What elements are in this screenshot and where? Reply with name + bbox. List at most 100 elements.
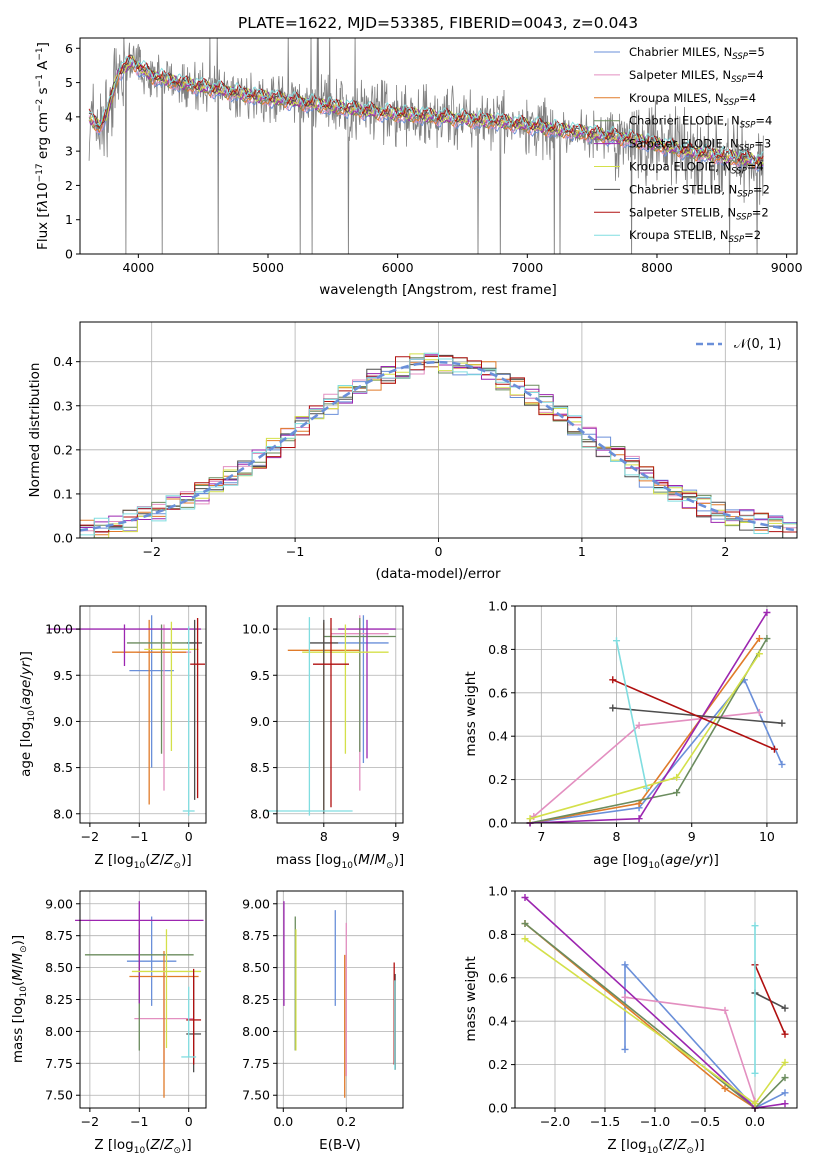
- wAge-series-kroupa-stelib-marker: [613, 637, 621, 645]
- wZ-series-salpeter-stelib-marker: [781, 1030, 789, 1038]
- ageM-xlabel: mass [log10(M/M⊙)]: [276, 852, 404, 871]
- wAge-series-salpeter-stelib: [609, 676, 778, 753]
- wAge-series-chabrier-elodie-marker: [763, 635, 771, 643]
- ageM-errorbar-kroupa-stelib: [266, 617, 353, 816]
- wZ-ytick-label: 0.0: [488, 1101, 508, 1116]
- wAge-series-chabrier-elodie-marker: [673, 789, 681, 797]
- ageM-errorbar-kroupa-elodie: [302, 624, 389, 754]
- mZ-ytick-label: 7.50: [45, 1088, 73, 1103]
- wZ-series-chabrier-miles-line: [624, 962, 786, 1109]
- ageZ-errorbar-chabrier-elodie: [126, 624, 197, 754]
- wAge-series-salpeter-miles-marker: [755, 708, 763, 716]
- ageM-errorbar-salpeter-elodie: [338, 619, 396, 759]
- normal-density-curve: [80, 360, 797, 532]
- spectrum-ylabel: Flux [fλ10−17 erg cm−2 s−1 A−1]: [35, 42, 51, 250]
- histogram-ytick-label: 0.1: [53, 486, 73, 501]
- wAge-series-chabrier-elodie: [526, 635, 771, 827]
- wZ-xtick-label: −1.0: [640, 1114, 670, 1129]
- legend-label-chabrier-stelib: Chabrier STELIB, NSSP=2: [629, 182, 770, 199]
- mE-ytick-label: 9.00: [242, 896, 270, 911]
- legend-label-salpeter-stelib: Salpeter STELIB, NSSP=2: [629, 205, 769, 222]
- spectrum-ytick-label: 4: [65, 109, 73, 124]
- wAge-series-kroupa-stelib-marker: [643, 784, 651, 792]
- spectrum-xtick-label: 6000: [382, 260, 414, 275]
- histogram-xtick-label: 1: [578, 544, 586, 559]
- histogram-xtick-label: 0: [435, 544, 443, 559]
- histogram-ytick-label: 0.3: [53, 398, 73, 413]
- mE-ytick-label: 8.75: [242, 928, 270, 943]
- wAge-ytick-label: 0.6: [488, 685, 508, 700]
- mass-weight-vs-metallicity-panel: Z [log10(Z/Z⊙)] mass weight −2.0 −1.5 −1.0…: [463, 884, 798, 1156]
- spectrum-xtick-label: 7000: [511, 260, 543, 275]
- wZ-series-salpeter-stelib: [751, 961, 789, 1038]
- histogram-kroupa-elodie: [93, 353, 797, 538]
- ageM-xtick-label: 8: [320, 829, 328, 844]
- mE-ytick-label: 8.25: [242, 992, 270, 1007]
- ageZ-errorbar-salpeter-stelib: [190, 618, 206, 799]
- wAge-series-salpeter-elodie-marker: [635, 815, 643, 823]
- wAge-series-salpeter-stelib-line: [612, 679, 775, 750]
- model-line-kroupa-elodie: [88, 55, 764, 167]
- model-line-chabrier-elodie: [88, 62, 764, 167]
- wAge-xlabel: age [log10(age/yr)]: [593, 852, 719, 871]
- wZ-series-chabrier-elodie-marker: [521, 920, 529, 928]
- wZ-ytick-label: 0.6: [488, 970, 508, 985]
- spectrum-xlabel: wavelength [Angstrom, rest frame]: [319, 282, 557, 298]
- histogram-ytick-label: 0.4: [53, 354, 73, 369]
- wAge-series-kroupa-stelib: [613, 637, 651, 792]
- mass-vs-ebv-panel: E(B-V) 0.0 0.2 7.50 7.75 8.00 8.25 8.50 8.75 9.0…: [242, 890, 404, 1153]
- ageM-ytick-label: 9.5: [250, 668, 270, 683]
- ageM-errorbar-chabrier-stelib: [309, 619, 339, 814]
- spectrum-legend: Chabrier MILES, NSSP=5 Salpeter MILES, NS…: [594, 45, 772, 245]
- mZ-xlabel: Z [log10(Z/Z⊙)]: [94, 1137, 191, 1156]
- wAge-xtick-label: 10: [759, 829, 775, 844]
- wAge-series-salpeter-elodie-marker: [763, 609, 771, 617]
- mE-xlabel: E(B-V): [319, 1137, 361, 1153]
- ageM-ytick-label: 8.0: [250, 806, 270, 821]
- wZ-ytick-label: 1.0: [488, 884, 508, 899]
- legend-label-kroupa-elodie: Kroupa ELODIE, NSSP=4: [629, 160, 764, 177]
- wAge-series-salpeter-stelib-marker: [770, 745, 778, 753]
- mE-ytick-label: 7.50: [242, 1088, 270, 1103]
- wAge-xtick-label: 8: [613, 829, 621, 844]
- ageZ-errorbar-salpeter-elodie: [47, 624, 202, 667]
- wAge-xtick-label: 9: [688, 829, 696, 844]
- mZ-xtick-label: −1: [130, 1114, 148, 1129]
- spectrum-xtick-label: 8000: [641, 260, 673, 275]
- ageZ-xlabel: Z [log10(Z/Z⊙)]: [94, 852, 191, 871]
- wAge-series-salpeter-miles-marker: [635, 721, 643, 729]
- ageZ-errorbar-kroupa-elodie: [144, 621, 199, 751]
- legend-label-kroupa-stelib: Kroupa STELIB, NSSP=2: [629, 228, 761, 245]
- spectrum-frame: [79, 37, 798, 255]
- spectrum-ytick-label: 6: [65, 41, 73, 56]
- wAge-series-chabrier-stelib-marker: [609, 704, 617, 712]
- legend-label-chabrier-elodie: Chabrier ELODIE, NSSP=4: [629, 114, 772, 131]
- wAge-series-chabrier-miles-line: [529, 678, 783, 824]
- wZ-series-salpeter-miles-marker: [621, 993, 629, 1001]
- wZ-series-kroupa-stelib-marker: [751, 922, 759, 930]
- mZ-ytick-label: 7.75: [45, 1056, 73, 1071]
- mZ-errorbar-kroupa-miles: [129, 950, 199, 1098]
- ageZ-xtick-label: −2: [81, 829, 99, 844]
- wAge-series-kroupa-stelib-line: [615, 640, 648, 789]
- wZ-series-chabrier-miles-marker: [781, 1089, 789, 1097]
- ageZ-errorbar-kroupa-miles: [112, 619, 187, 805]
- wZ-series-kroupa-stelib-marker: [751, 1069, 759, 1077]
- legend-label-salpeter-miles: Salpeter MILES, NSSP=4: [629, 68, 764, 85]
- wAge-series-kroupa-elodie: [526, 650, 763, 823]
- wZ-series-chabrier-miles-marker: [621, 961, 629, 969]
- mZ-ytick-label: 8.75: [45, 928, 73, 943]
- histogram-kroupa-stelib: [80, 352, 797, 536]
- histogram-xtick-label: 2: [721, 544, 729, 559]
- histogram-ylabel: Normed distribution: [27, 363, 43, 498]
- wZ-xtick-label: 0.0: [745, 1114, 765, 1129]
- wZ-series-kroupa-elodie-marker: [521, 935, 529, 943]
- wZ-series-kroupa-elodie: [521, 935, 789, 1108]
- ageM-xtick-label: 9: [392, 829, 400, 844]
- wZ-ytick-label: 0.8: [488, 927, 508, 942]
- wAge-xtick-label: 7: [537, 829, 545, 844]
- wZ-series-kroupa-stelib: [751, 922, 759, 1077]
- wZ-series-salpeter-miles-marker: [721, 1006, 729, 1014]
- ageM-ytick-label: 9.0: [250, 714, 270, 729]
- ageM-errorbar-chabrier-elodie: [323, 618, 396, 752]
